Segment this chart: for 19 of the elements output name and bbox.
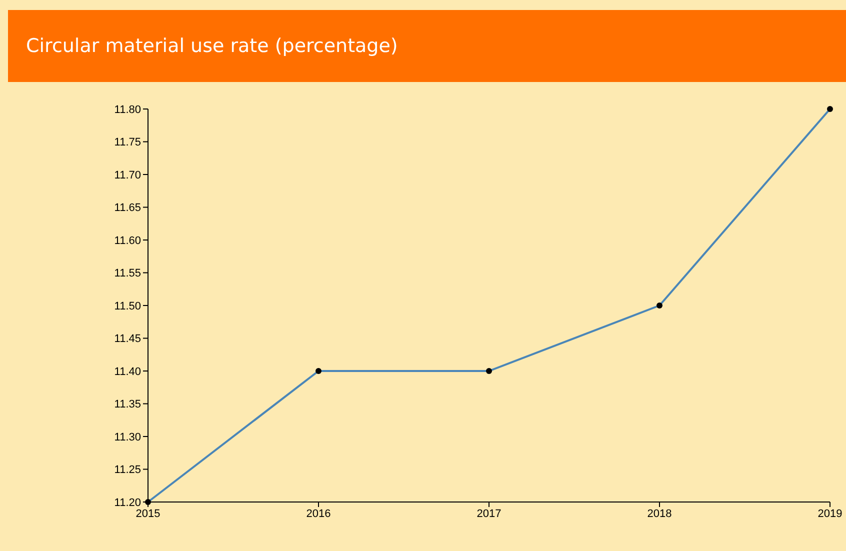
y-tick-label: 11.50 (114, 300, 141, 312)
y-tick-label: 11.55 (114, 268, 141, 280)
y-tick-label: 11.65 (114, 202, 141, 214)
y-tick-label: 11.25 (114, 464, 141, 476)
x-tick-label: 2017 (476, 508, 502, 520)
x-tick-label: 2019 (818, 508, 842, 520)
y-tick-label: 11.75 (114, 136, 141, 149)
y-tick-label: 11.35 (114, 398, 141, 411)
y-tick-label: 11.40 (114, 366, 141, 378)
x-tick-label: 2018 (647, 508, 672, 520)
x-tick-label: 2016 (306, 508, 331, 520)
y-tick-label: 11.30 (114, 431, 141, 444)
y-tick-label: 11.45 (114, 333, 141, 346)
y-tick-label: 11.70 (114, 169, 141, 182)
x-tick-label: 2015 (136, 508, 160, 520)
chart-title: Circular material use rate (percentage) (8, 10, 846, 82)
y-tick-label: 11.80 (114, 104, 141, 116)
y-tick-label: 11.20 (114, 496, 141, 509)
y-tick-label: 11.60 (114, 234, 141, 247)
